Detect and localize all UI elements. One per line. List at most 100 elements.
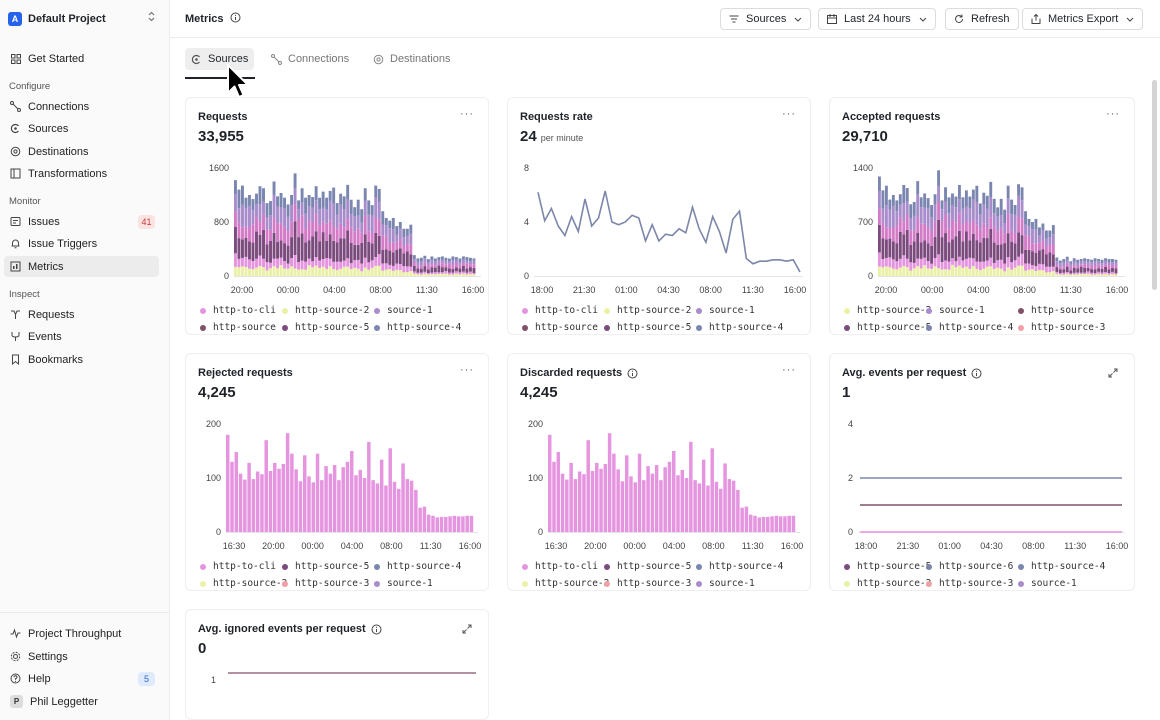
bar[interactable] <box>770 516 774 532</box>
legend-item[interactable]: http-to-cli <box>200 305 276 316</box>
bar[interactable] <box>612 453 616 532</box>
bar-segment[interactable] <box>1013 260 1017 268</box>
bar[interactable] <box>418 507 422 532</box>
bar-segment[interactable] <box>978 261 982 271</box>
bar-segment[interactable] <box>272 194 276 218</box>
bar-segment[interactable] <box>1072 258 1076 262</box>
bar-segment[interactable] <box>293 204 297 222</box>
bar-segment[interactable] <box>947 228 951 243</box>
bar-segment[interactable] <box>992 262 996 269</box>
bar-segment[interactable] <box>978 242 982 262</box>
bar-segment[interactable] <box>1044 266 1048 273</box>
bar-segment[interactable] <box>311 236 315 262</box>
bar-segment[interactable] <box>1062 266 1066 270</box>
bar-segment[interactable] <box>930 268 934 276</box>
bar-segment[interactable] <box>451 260 455 265</box>
bar-segment[interactable] <box>909 270 913 276</box>
bar-segment[interactable] <box>1093 261 1097 266</box>
bar-segment[interactable] <box>363 234 367 258</box>
bar-segment[interactable] <box>426 265 430 270</box>
bar-segment[interactable] <box>1013 232 1017 244</box>
bar-segment[interactable] <box>461 271 465 274</box>
bar-segment[interactable] <box>409 244 413 255</box>
bar-segment[interactable] <box>346 230 350 259</box>
bar-segment[interactable] <box>1041 229 1045 241</box>
bar[interactable] <box>783 516 787 532</box>
bar[interactable] <box>757 517 761 532</box>
bar-segment[interactable] <box>951 204 954 220</box>
bar-segment[interactable] <box>349 263 353 270</box>
bar-segment[interactable] <box>391 242 395 253</box>
bar[interactable] <box>607 433 612 532</box>
bar-segment[interactable] <box>912 230 916 242</box>
bar-segment[interactable] <box>412 273 416 276</box>
bar-segment[interactable] <box>1058 273 1062 275</box>
bar-segment[interactable] <box>360 242 364 264</box>
bar-segment[interactable] <box>433 258 437 262</box>
bar-segment[interactable] <box>999 198 1003 216</box>
bar-segment[interactable] <box>996 260 1000 268</box>
info-icon[interactable] <box>971 368 982 379</box>
bar-segment[interactable] <box>391 270 395 276</box>
bar-segment[interactable] <box>286 268 290 276</box>
bar-segment[interactable] <box>363 257 367 268</box>
bar-segment[interactable] <box>1024 249 1027 264</box>
bar-segment[interactable] <box>409 266 413 272</box>
bar-segment[interactable] <box>440 263 444 268</box>
bar-segment[interactable] <box>381 211 385 225</box>
bar-segment[interactable] <box>391 252 395 266</box>
bar[interactable] <box>268 470 273 532</box>
bar-segment[interactable] <box>1003 233 1007 244</box>
bar-segment[interactable] <box>912 201 916 216</box>
bar-segment[interactable] <box>964 258 968 267</box>
bar[interactable] <box>629 476 633 532</box>
bar-segment[interactable] <box>237 267 241 276</box>
bar-segment[interactable] <box>377 188 381 202</box>
bar-segment[interactable] <box>458 274 462 276</box>
bar-segment[interactable] <box>367 200 371 215</box>
bar-segment[interactable] <box>444 273 448 276</box>
bar-segment[interactable] <box>454 267 458 272</box>
bar[interactable] <box>565 479 569 532</box>
bar-segment[interactable] <box>1079 261 1083 265</box>
bar-segment[interactable] <box>234 211 237 227</box>
info-icon[interactable] <box>230 12 241 26</box>
bar-segment[interactable] <box>898 217 902 232</box>
more-icon[interactable]: ··· <box>460 108 474 120</box>
bar-segment[interactable] <box>1104 261 1107 265</box>
bar-segment[interactable] <box>1065 259 1069 264</box>
bar-segment[interactable] <box>944 187 947 202</box>
bar-segment[interactable] <box>468 271 472 274</box>
bar-segment[interactable] <box>1069 266 1073 271</box>
bar-segment[interactable] <box>999 259 1003 269</box>
bar-segment[interactable] <box>377 219 381 236</box>
bar-segment[interactable] <box>381 249 385 264</box>
bar-segment[interactable] <box>255 231 258 259</box>
bar-segment[interactable] <box>367 262 371 270</box>
bar-segment[interactable] <box>968 208 972 224</box>
bar-segment[interactable] <box>262 214 265 230</box>
bar-segment[interactable] <box>405 228 409 236</box>
bar-segment[interactable] <box>433 265 437 268</box>
bar-segment[interactable] <box>328 266 332 276</box>
legend-item[interactable]: http-source-5 <box>844 561 931 572</box>
bar-segment[interactable] <box>982 192 986 204</box>
bar-segment[interactable] <box>339 238 343 262</box>
bar-segment[interactable] <box>265 203 269 218</box>
bar-segment[interactable] <box>325 197 329 210</box>
bar-segment[interactable] <box>447 272 451 275</box>
bar-segment[interactable] <box>374 197 378 218</box>
legend-item[interactable]: http-source-5 <box>282 322 369 333</box>
sidebar-item-project-throughput[interactable]: Project Throughput <box>4 623 159 644</box>
bar-segment[interactable] <box>937 254 941 269</box>
bar-segment[interactable] <box>1038 270 1041 276</box>
bar-segment[interactable] <box>472 260 476 265</box>
bar[interactable] <box>328 473 333 532</box>
bar-segment[interactable] <box>335 242 339 262</box>
bar[interactable] <box>243 479 247 532</box>
bar-segment[interactable] <box>905 267 909 276</box>
bar-segment[interactable] <box>248 259 251 269</box>
bar[interactable] <box>255 471 260 532</box>
bar-segment[interactable] <box>923 257 927 266</box>
bar-segment[interactable] <box>311 222 315 237</box>
